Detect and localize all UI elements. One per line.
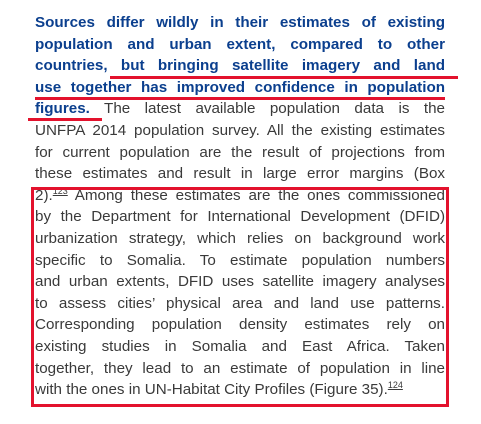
footnote-link-124[interactable]: 124 — [387, 380, 403, 391]
document-page: Sources differ wildly in their estimates… — [35, 12, 445, 401]
text-line-17: together, they lead to an estimate of po… — [35, 358, 445, 380]
text-line-3: countries, but bringing satellite imager… — [35, 55, 445, 77]
body-text: with the ones in UN-Habitat City Profile… — [35, 381, 388, 399]
body-text: by the Department for International Deve… — [35, 208, 445, 226]
text-line-10: by the Department for International Deve… — [35, 206, 445, 228]
text-line-4: use together has improved confidence in … — [35, 77, 445, 99]
body-text: existing studies in Somalia and East Afr… — [35, 337, 445, 355]
text-line-6: UNFPA 2014 population survey. All the ex… — [35, 120, 445, 142]
annotation-box — [31, 187, 449, 407]
text-line-5: figures. The latest available population… — [35, 98, 445, 120]
body-text: Corresponding population density estimat… — [35, 316, 445, 334]
highlight-text: figures. — [35, 100, 90, 118]
body-text: 2). — [35, 186, 53, 204]
annotation-underline-2 — [35, 97, 445, 100]
footnote-link-123[interactable]: 123 — [52, 185, 68, 196]
highlight-text: countries, but bringing satellite imager… — [35, 57, 445, 75]
annotation-underline-1 — [110, 76, 458, 79]
highlight-text: Sources differ wildly in their estimates… — [35, 14, 445, 31]
highlight-text: use together has improved confidence in … — [35, 78, 445, 96]
body-text: these estimates and result in large erro… — [35, 165, 445, 183]
text-line-16: existing studies in Somalia and East Afr… — [35, 336, 445, 358]
text-line-14: to assess cities’ physical area and land… — [35, 293, 445, 315]
text-line-18: with the ones in UN-Habitat City Profile… — [35, 379, 445, 401]
body-text: The latest available population data is … — [89, 100, 445, 118]
body-text: for current population are the result of… — [35, 143, 445, 161]
text-line-8: these estimates and result in large erro… — [35, 163, 445, 185]
text-line-13: and urban extents, DFID uses satellite i… — [35, 271, 445, 293]
highlight-text: population and urban extent, compared to… — [35, 35, 445, 53]
body-text: Among these estimates are the ones commi… — [67, 186, 445, 204]
text-line-12: specific to Somalia. To estimate populat… — [35, 250, 445, 272]
annotation-underline-3 — [28, 118, 102, 121]
text-line-7: for current population are the result of… — [35, 142, 445, 164]
text-line-2: population and urban extent, compared to… — [35, 34, 445, 56]
text-line-1: Sources differ wildly in their estimates… — [35, 12, 445, 34]
text-line-9: 2).123 Among these estimates are the one… — [35, 185, 445, 207]
body-text: urbanization strategy, which relies on b… — [35, 229, 445, 247]
body-text: UNFPA 2014 population survey. All the ex… — [35, 121, 445, 139]
body-text: together, they lead to an estimate of po… — [35, 359, 445, 377]
body-text: to assess cities’ physical area and land… — [35, 294, 445, 312]
body-text: and urban extents, DFID uses satellite i… — [35, 273, 445, 291]
body-text: specific to Somalia. To estimate populat… — [35, 251, 445, 269]
text-line-15: Corresponding population density estimat… — [35, 314, 445, 336]
text-line-11: urbanization strategy, which relies on b… — [35, 228, 445, 250]
